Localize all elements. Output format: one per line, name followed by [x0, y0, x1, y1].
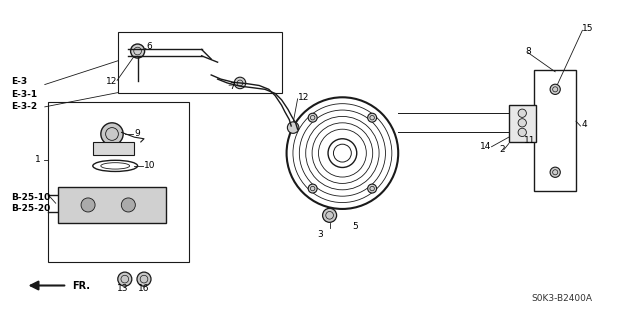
Text: 2: 2 — [499, 145, 505, 154]
Bar — [509, 105, 536, 142]
Text: B-25-20: B-25-20 — [12, 204, 51, 213]
Circle shape — [367, 113, 376, 122]
Text: 9: 9 — [134, 130, 140, 138]
Bar — [534, 70, 576, 191]
Circle shape — [550, 84, 560, 94]
Circle shape — [518, 128, 526, 137]
Circle shape — [518, 109, 526, 117]
Text: E-3-1: E-3-1 — [12, 90, 38, 99]
Circle shape — [81, 198, 95, 212]
Circle shape — [287, 122, 299, 133]
Text: 6: 6 — [146, 42, 152, 51]
Text: 12: 12 — [106, 77, 117, 86]
Text: 11: 11 — [524, 136, 535, 145]
Text: 12: 12 — [298, 93, 309, 102]
Text: E-3: E-3 — [12, 77, 28, 86]
Circle shape — [367, 184, 376, 193]
Circle shape — [518, 119, 526, 127]
Circle shape — [323, 208, 337, 222]
Text: E-3-2: E-3-2 — [12, 102, 38, 111]
Circle shape — [308, 184, 317, 193]
Circle shape — [550, 167, 560, 177]
Circle shape — [101, 123, 123, 145]
Text: 5: 5 — [353, 222, 358, 231]
Text: 14: 14 — [479, 142, 491, 151]
Circle shape — [131, 44, 145, 58]
Bar — [118, 32, 282, 93]
Circle shape — [308, 113, 317, 122]
Text: S0K3-B2400A: S0K3-B2400A — [531, 294, 592, 303]
Circle shape — [234, 77, 246, 89]
Text: 4: 4 — [581, 120, 587, 129]
Bar — [48, 102, 189, 262]
Bar — [93, 142, 134, 155]
Text: 15: 15 — [582, 24, 594, 33]
Text: 3: 3 — [317, 230, 323, 239]
Text: B-25-10: B-25-10 — [12, 193, 51, 202]
Text: 10: 10 — [144, 161, 156, 170]
Circle shape — [137, 272, 151, 286]
Text: 1: 1 — [35, 155, 41, 164]
Text: FR.: FR. — [72, 280, 90, 291]
Text: 7: 7 — [229, 82, 235, 91]
Circle shape — [122, 198, 135, 212]
Text: 8: 8 — [525, 47, 531, 56]
Circle shape — [118, 272, 132, 286]
Text: 16: 16 — [138, 284, 150, 293]
Bar — [58, 187, 166, 223]
Text: 13: 13 — [117, 284, 129, 293]
